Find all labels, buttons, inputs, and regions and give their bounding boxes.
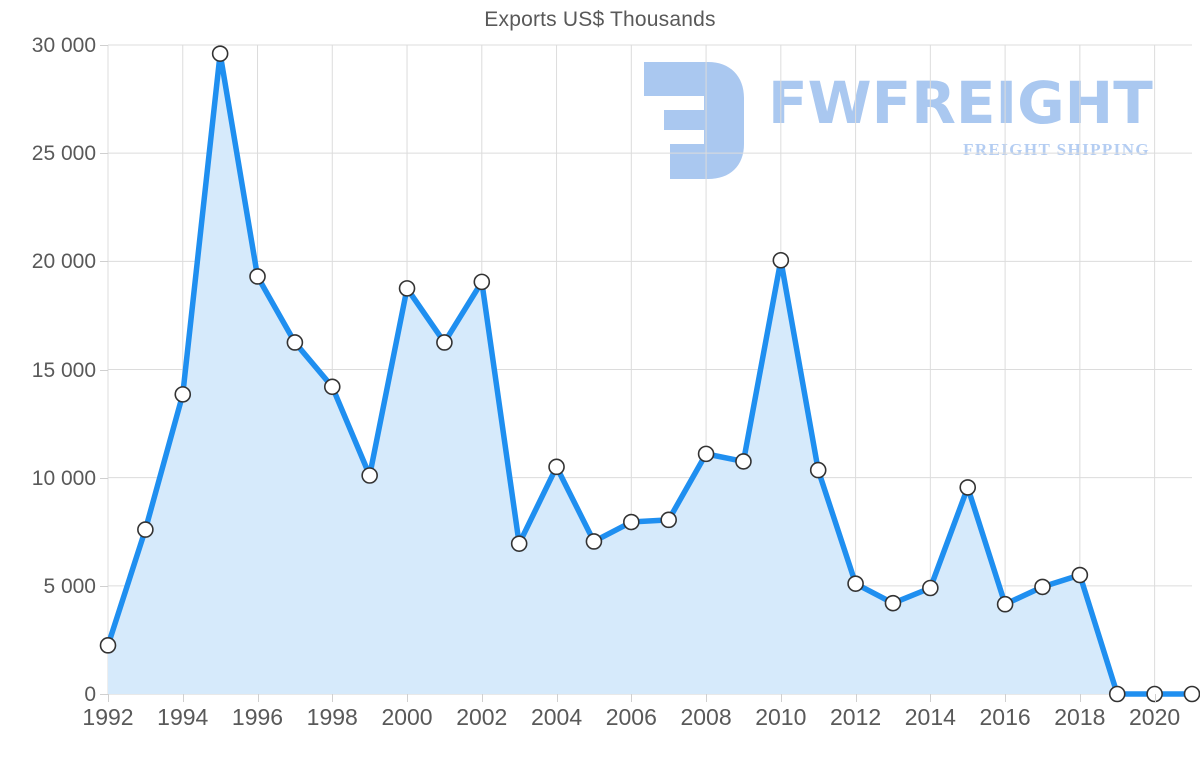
data-point-marker[interactable] — [1108, 685, 1126, 703]
x-axis-tick-mark — [182, 694, 184, 702]
y-axis-tick-mark — [100, 261, 108, 263]
data-point-marker[interactable] — [884, 594, 902, 612]
data-point-marker[interactable] — [959, 479, 977, 496]
y-axis-tick-label: 25 000 — [31, 142, 96, 166]
x-axis-tick-mark — [930, 694, 932, 702]
x-axis-tick-label: 2004 — [530, 704, 583, 730]
y-axis-tick-mark — [100, 45, 108, 46]
data-point-marker[interactable] — [286, 334, 304, 351]
x-axis-tick-mark — [332, 694, 334, 702]
data-point-marker[interactable] — [922, 579, 939, 597]
data-point-marker[interactable] — [211, 45, 229, 62]
x-axis-tick-label: 2000 — [381, 704, 433, 730]
data-point-marker[interactable] — [174, 386, 192, 403]
y-axis-tick-label: 5 000 — [43, 574, 96, 598]
x-axis-tick-mark — [855, 694, 857, 702]
data-point-marker[interactable] — [436, 334, 453, 351]
data-point-marker[interactable] — [847, 575, 864, 592]
y-axis-tick-mark — [100, 369, 108, 371]
x-axis-tick-label: 2002 — [456, 704, 508, 730]
area-fill — [108, 53, 1192, 695]
y-axis-tick-label: 10 000 — [31, 466, 96, 490]
data-point-marker[interactable] — [1071, 566, 1089, 584]
y-axis-tick-label: 0 — [84, 683, 96, 706]
y-axis-tick-mark — [100, 477, 108, 479]
data-point-marker[interactable] — [510, 535, 528, 552]
x-axis-tick-mark — [1079, 694, 1081, 702]
data-point-marker[interactable] — [361, 467, 378, 484]
data-point-marker[interactable] — [137, 521, 154, 538]
x-axis-tick-mark — [1154, 694, 1156, 702]
data-point-marker[interactable] — [398, 280, 416, 297]
y-axis-tick-mark — [100, 585, 108, 587]
x-axis-tick-label: 1992 — [82, 704, 134, 730]
data-point-marker[interactable] — [660, 511, 677, 529]
x-axis-tick-label: 2016 — [979, 704, 1031, 730]
data-point-marker[interactable] — [1183, 685, 1200, 703]
chart-title: Exports US$ Thousands — [484, 8, 716, 31]
data-point-marker[interactable] — [585, 533, 603, 550]
data-point-marker[interactable] — [473, 273, 491, 291]
x-axis-tick-label: 2018 — [1054, 704, 1106, 730]
data-point-marker[interactable] — [1034, 578, 1051, 596]
x-axis-tick-label: 1996 — [231, 704, 284, 730]
x-axis-tick-mark — [631, 694, 633, 702]
x-axis-tick-mark — [257, 694, 259, 702]
data-point-marker[interactable] — [996, 595, 1014, 613]
x-axis-tick-label: 2020 — [1129, 704, 1181, 730]
data-point-marker[interactable] — [548, 458, 565, 476]
x-axis-tick-mark — [407, 694, 409, 702]
y-axis-tick-mark — [100, 153, 108, 155]
x-axis-tick-label: 1998 — [306, 704, 358, 730]
y-axis-tick-label: 15 000 — [31, 358, 96, 382]
data-point-marker[interactable] — [697, 445, 715, 463]
data-point-marker[interactable] — [772, 251, 790, 269]
x-axis-tick-label: 1994 — [157, 704, 209, 730]
x-axis-tick-label: 2006 — [605, 704, 657, 730]
data-point-marker[interactable] — [735, 453, 752, 470]
data-point-marker[interactable] — [249, 268, 266, 285]
data-point-marker[interactable] — [623, 513, 640, 531]
data-point-marker[interactable] — [323, 378, 341, 396]
x-axis-tick-label: 2012 — [829, 704, 882, 730]
y-axis-tick-label: 30 000 — [31, 34, 96, 57]
x-axis-tick-mark — [706, 694, 708, 702]
data-point-marker[interactable] — [809, 461, 827, 479]
x-axis-tick-mark — [780, 694, 782, 702]
data-point-marker[interactable] — [99, 637, 117, 654]
chart-plot — [99, 44, 1200, 703]
x-axis-tick-label: 2010 — [755, 704, 807, 730]
x-axis-tick-mark — [481, 694, 483, 702]
x-axis-tick-mark — [556, 694, 558, 702]
y-axis-tick-label: 20 000 — [31, 250, 96, 274]
y-axis-tick-mark — [100, 694, 108, 695]
plot-area — [99, 44, 1200, 703]
x-axis-tick-mark — [1005, 694, 1007, 702]
x-axis-tick-label: 2008 — [680, 704, 732, 730]
x-axis-tick-mark — [108, 694, 109, 702]
x-axis-tick-label: 2014 — [904, 704, 956, 730]
